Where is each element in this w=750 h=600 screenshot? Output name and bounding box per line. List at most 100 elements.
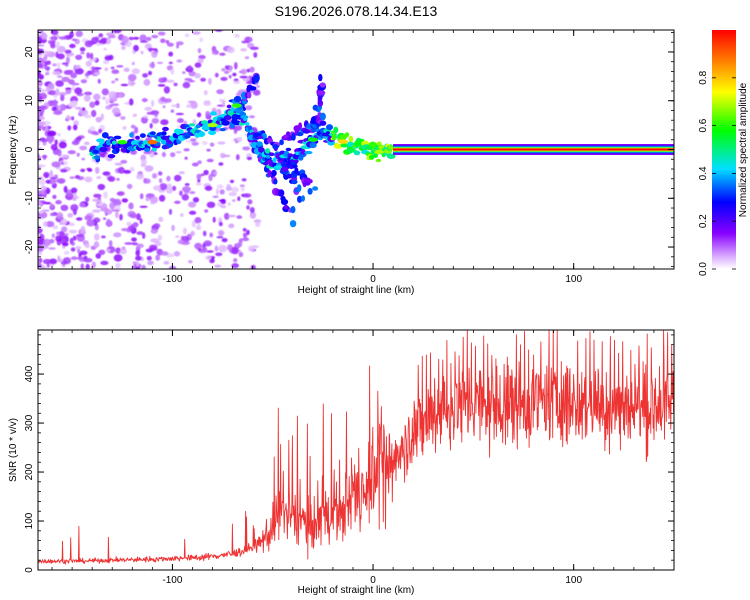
spectrogram-noise-cell xyxy=(141,116,148,124)
spectrogram-noise-cell xyxy=(208,173,213,182)
spectrogram-noise-cell xyxy=(107,176,116,182)
spectrogram-ridge-cell xyxy=(275,165,283,169)
spectrogram-noise-cell xyxy=(228,74,232,79)
spectrogram-noise-cell xyxy=(84,215,93,221)
spectrogram-noise-cell xyxy=(38,237,42,244)
snr-y-tick-label: 200 xyxy=(24,463,35,480)
spectrogram-noise-cell xyxy=(165,40,170,44)
spectrogram-ridge-cell xyxy=(300,149,306,155)
spectrogram-noise-cell xyxy=(49,212,55,217)
spectrogram-noise-cell xyxy=(194,242,203,250)
spectrogram-noise-cell xyxy=(146,36,152,41)
snr-x-tick-label: -100 xyxy=(162,575,182,586)
spectrogram-ridge-cell xyxy=(256,136,264,139)
spectrogram-ridge-cell xyxy=(247,125,253,132)
spectrogram-noise-cell xyxy=(187,100,197,104)
spectrogram-branch-cell xyxy=(308,179,313,184)
spectrogram-noise-cell xyxy=(151,99,155,107)
spectrogram-peak-cell xyxy=(117,140,128,145)
spectrogram-noise-cell xyxy=(197,222,201,229)
spectrogram-branch-cell xyxy=(273,178,278,185)
spectrogram-noise-cell xyxy=(38,190,47,195)
spectrogram-ridge-cell xyxy=(219,128,226,132)
spectrogram-noise-cell xyxy=(93,209,99,213)
spectrogram-ridge-cell xyxy=(175,128,184,136)
spectrogram-noise-cell xyxy=(108,91,117,99)
spectrogram-noise-cell xyxy=(149,152,155,158)
spectrogram-noise-cell xyxy=(128,98,134,106)
spectrogram-noise-cell xyxy=(81,157,85,161)
spectrogram-noise-cell xyxy=(240,48,248,52)
spectrogram-branch-cell xyxy=(253,74,260,83)
spectrogram-noise-cell xyxy=(242,228,247,232)
spectrogram-noise-cell xyxy=(43,171,50,178)
spectrogram-noise-cell xyxy=(80,263,84,269)
spectrogram-noise-cell xyxy=(149,62,156,68)
spectrogram-noise-cell xyxy=(85,263,90,269)
spectrogram-branch-cell xyxy=(277,189,285,197)
spectrogram-noise-cell xyxy=(126,221,132,227)
spectrogram-noise-cell xyxy=(206,148,211,152)
spectrogram-noise-cell xyxy=(218,221,223,227)
spectrogram-noise-cell xyxy=(57,62,61,70)
spectrogram-noise-cell xyxy=(205,255,212,260)
spectrogram-noise-cell xyxy=(171,224,175,232)
spectrogram-noise-cell xyxy=(80,79,88,84)
spectrogram-noise-cell xyxy=(172,185,177,191)
spectrogram-noise-cell xyxy=(109,202,116,210)
spectrogram-noise-cell xyxy=(136,173,144,180)
spectrogram-branch-cell xyxy=(307,188,313,195)
spectrogram-noise-cell xyxy=(122,126,127,130)
spectrogram-noise-cell xyxy=(71,140,80,146)
spectrogram-ridge-cell xyxy=(101,132,109,139)
spectrogram-noise-cell xyxy=(131,213,137,219)
spectrogram-noise-cell xyxy=(173,251,181,257)
spectrogram-noise-cell xyxy=(101,88,109,96)
spectrogram-ridge-cell xyxy=(338,134,347,140)
spectrogram-ridge-cell xyxy=(162,126,169,132)
spectrogram-ridge-cell xyxy=(244,122,250,126)
spectrogram-noise-cell xyxy=(203,101,211,106)
spectrogram-noise-cell xyxy=(69,176,76,180)
spectrogram-noise-cell xyxy=(69,31,74,38)
spectrogram-noise-cell xyxy=(174,200,181,204)
spectrogram-noise-cell xyxy=(50,177,58,180)
spectrogram-ridge-cell xyxy=(256,141,263,147)
spectrogram-noise-cell xyxy=(131,242,138,246)
spectrogram-noise-cell xyxy=(232,72,237,77)
spectrogram-noise-cell xyxy=(69,43,76,49)
snr-y-tick-label: 0 xyxy=(24,567,35,573)
spectrogram-noise-cell xyxy=(231,263,239,269)
spectrogram-noise-cell xyxy=(175,112,184,116)
spectrogram-noise-cell xyxy=(217,141,226,145)
spectrogram-branch-cell xyxy=(312,104,319,111)
spectrogram-noise-cell xyxy=(233,128,238,134)
spectrogram-noise xyxy=(38,30,262,269)
spectrogram-noise-cell xyxy=(77,248,81,254)
spectrogram-noise-cell xyxy=(151,50,158,58)
spectrogram-noise-cell xyxy=(248,245,255,252)
spectrogram-noise-cell xyxy=(93,67,102,70)
spectrogram-noise-cell xyxy=(105,98,110,105)
spectrogram-noise-cell xyxy=(131,61,135,66)
spectrogram-noise-cell xyxy=(59,104,64,109)
spectrogram-noise-cell xyxy=(220,205,227,209)
spectrogram-noise-cell xyxy=(197,58,204,64)
spectrogram-noise-cell xyxy=(139,40,148,43)
spectrogram-noise-cell xyxy=(121,198,129,203)
spectrogram-noise-cell xyxy=(241,40,248,44)
spectrogram-noise-cell xyxy=(71,241,75,246)
spectrogram-noise-cell xyxy=(184,78,193,81)
spectrogram-noise-cell xyxy=(60,218,68,226)
spectrogram-ridge-cell xyxy=(112,140,117,145)
spectrogram-noise-cell xyxy=(38,62,43,69)
spectrogram-ridge-cell xyxy=(161,138,167,145)
spectrogram-noise-cell xyxy=(121,35,129,44)
spectrogram-noise-cell xyxy=(249,46,259,50)
spectrogram-noise-cell xyxy=(139,205,148,208)
spectrogram-ridge-cell xyxy=(369,154,375,160)
spectrogram-noise-cell xyxy=(141,98,148,102)
spectrogram-noise-cell xyxy=(197,248,202,252)
spectrogram-noise-cell xyxy=(175,235,180,238)
spectrogram-noise-cell xyxy=(71,100,78,107)
